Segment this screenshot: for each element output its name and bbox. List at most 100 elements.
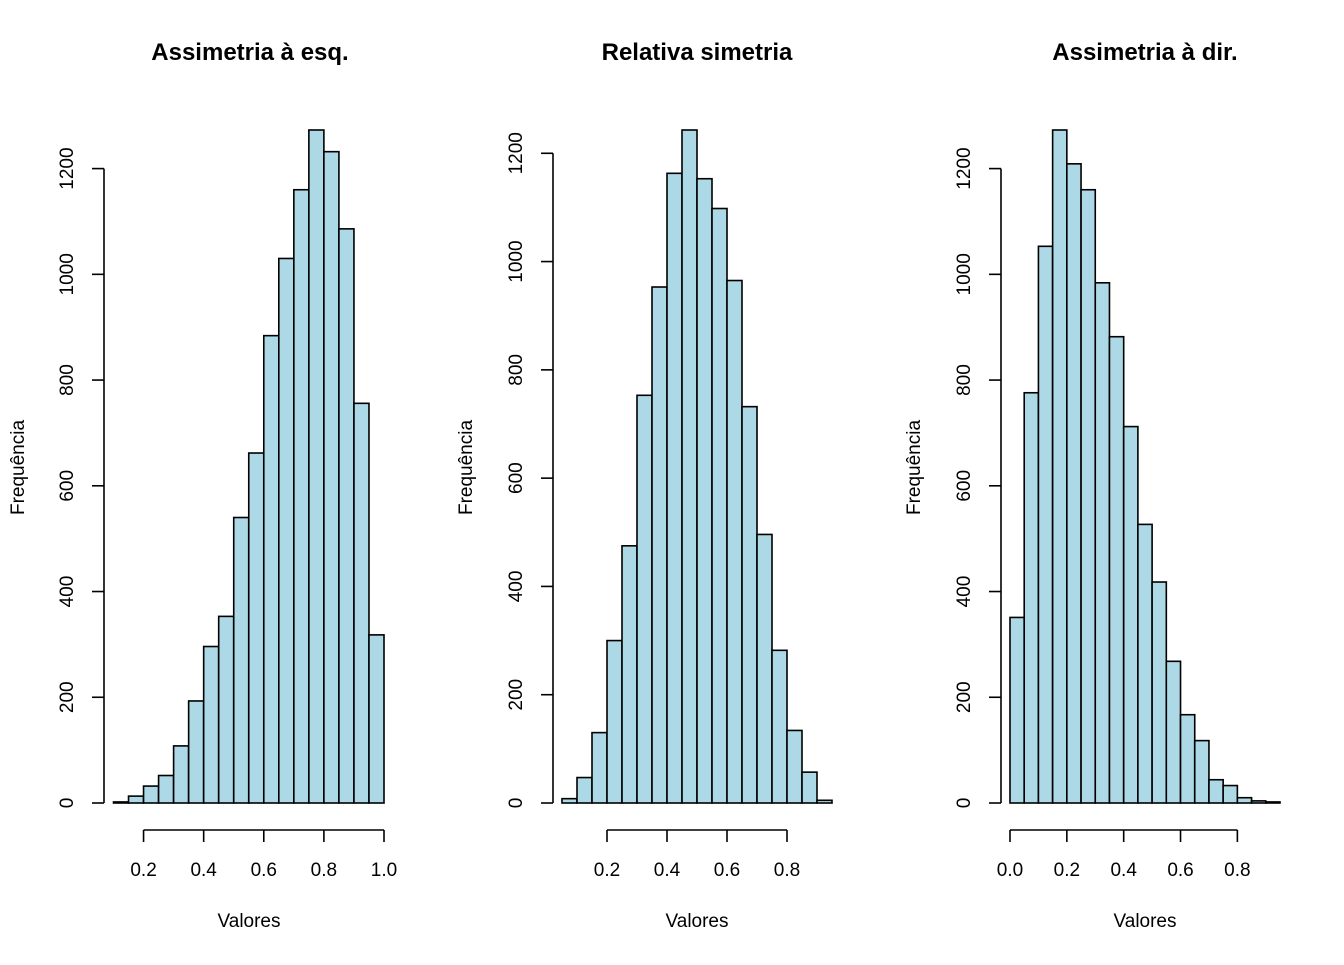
histogram-bar [801,771,818,804]
histogram-bar [1023,391,1040,804]
y-tick-label: 400 [506,571,527,603]
histogram-bar [621,545,638,804]
y-tick-label: 800 [954,364,975,396]
y-axis-label: Frequência [8,420,29,515]
y-tick-label: 0 [506,798,527,809]
histogram-bar [606,639,623,804]
histogram-bar [681,129,698,804]
histogram-bar [1051,129,1068,804]
histogram-bar [293,188,310,804]
x-tick-label: 0.2 [1054,860,1080,881]
y-tick-label: 0 [57,798,78,809]
histogram-bar [1137,523,1153,804]
y-tick-label: 400 [57,576,78,608]
histogram-bar [353,402,370,804]
y-tick-label: 1000 [57,253,78,295]
histogram-bar [1094,281,1111,804]
histogram-panel-3: Assimetria à dir. 0 200 400 600 800 1000 1200 0.… [904,39,1281,932]
histogram-bar [202,645,220,804]
histogram-bar [127,795,145,804]
x-axis-label: Valores [665,911,728,932]
chart-title: Relativa simetria [602,39,793,66]
histogram-bar [157,774,175,804]
histogram-bar [576,776,593,804]
histogram-bar [1037,245,1054,804]
histogram-bar [696,177,713,804]
histogram-bar [1165,660,1182,804]
histogram-bar [1208,778,1224,804]
histogram-bar [217,615,235,804]
histogram-bar [1222,784,1239,804]
y-tick-label: 1000 [954,253,975,295]
histogram-bar [247,452,265,804]
x-tick-label: 0.2 [130,860,156,881]
x-tick-label: 0.8 [774,860,800,881]
histogram-bar [666,172,683,804]
histogram-bar [726,279,743,804]
histogram-bar [172,745,190,804]
histogram-bar [1264,801,1281,804]
x-tick-label: 0.4 [654,860,681,881]
x-tick-label: 0.8 [1224,860,1250,881]
histogram-panel-2: Relativa simetria 0 200 400 600 800 1000 1200 0.… [456,39,833,932]
histogram-bar [1179,713,1196,804]
y-tick-label: 600 [506,462,527,494]
histogram-bar [591,731,608,804]
x-tick-label: 0.8 [311,860,337,881]
y-tick-label: 1200 [506,132,527,174]
x-tick-label: 0.6 [714,860,740,881]
histogram-bar [232,516,250,804]
y-tick-label: 200 [954,681,975,713]
x-axis-label: Valores [217,911,280,932]
histogram-bar [771,649,788,804]
histogram-bar [1009,616,1026,804]
histogram-bar [636,394,653,804]
histogram-panel-1: Assimetria à esq. 0 200 400 600 800 1000 1200 0.… [8,39,397,932]
y-tick-label: 0 [954,798,975,809]
x-tick-label: 0.6 [251,860,277,881]
x-axis-label: Valores [1113,911,1176,932]
y-tick-label: 600 [954,470,975,502]
histogram-bar [1066,163,1082,804]
y-tick-label: 800 [57,364,78,396]
histogram-bar [112,801,130,804]
y-tick-label: 600 [57,470,78,502]
chart-title: Assimetria à esq. [151,39,348,66]
y-axis-label: Frequência [456,420,477,515]
histogram-bar [1080,188,1097,804]
histogram-bar [756,533,773,804]
histogram-bar [1193,739,1210,804]
y-tick-label: 200 [506,679,527,711]
histogram-bar [1122,425,1139,804]
histogram-bar [741,405,758,804]
y-tick-label: 1000 [506,240,527,282]
x-tick-label: 0.4 [1110,860,1137,881]
histogram-bar [1236,796,1253,804]
y-tick-label: 800 [506,354,527,386]
histogram-bar [1151,581,1168,804]
x-tick-label: 0.6 [1167,860,1193,881]
histogram-bar [278,257,295,804]
histogram-bar [1108,335,1125,804]
histogram-bar [561,797,578,804]
chart-title: Assimetria à dir. [1052,39,1237,66]
histogram-bar [711,207,728,804]
y-tick-label: 400 [954,576,975,608]
y-tick-label: 200 [57,681,78,713]
histogram-bar [1250,800,1267,804]
x-tick-label: 0.2 [594,860,620,881]
histogram-bar [651,286,668,804]
histogram-bar [308,129,325,804]
histogram-bar [262,334,280,804]
histogram-bar [368,634,385,804]
histogram-bar [816,799,833,804]
histogram-bar [786,729,803,804]
x-tick-label: 0.0 [997,860,1023,881]
y-axis-label: Frequência [904,420,925,515]
x-tick-label: 0.4 [190,860,217,881]
histogram-bar [142,785,160,804]
histogram-bar [323,150,340,804]
y-tick-label: 1200 [954,147,975,189]
